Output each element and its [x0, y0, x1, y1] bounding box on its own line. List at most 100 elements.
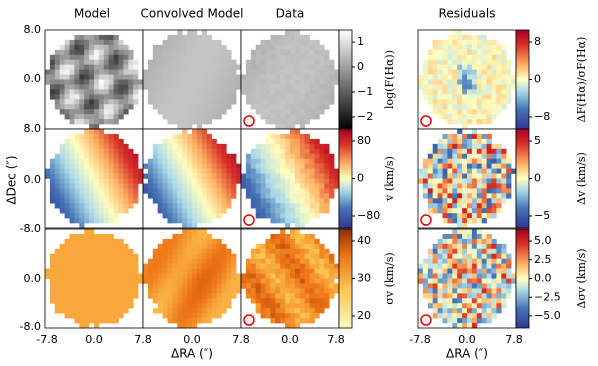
pixel — [452, 159, 457, 164]
pixel — [128, 259, 133, 264]
pixel — [148, 159, 153, 164]
pixel — [123, 179, 128, 184]
pixel — [153, 55, 158, 60]
pixel — [290, 70, 295, 75]
pixel — [197, 249, 202, 254]
pixel — [177, 169, 182, 174]
pixel — [438, 144, 443, 149]
pixel — [492, 84, 497, 89]
pixel — [60, 45, 65, 50]
pixel — [50, 188, 55, 193]
pixel — [295, 94, 300, 99]
pixel — [94, 254, 99, 259]
pixel — [212, 75, 217, 80]
pixel — [457, 244, 462, 249]
pixel — [457, 203, 462, 208]
pixel — [438, 188, 443, 193]
pixel — [70, 149, 75, 154]
pixel — [251, 55, 256, 60]
pixel — [212, 154, 217, 159]
pixel — [270, 60, 275, 65]
pixel — [472, 274, 477, 279]
pixel — [114, 99, 119, 104]
pixel — [310, 259, 315, 264]
pixel — [266, 213, 271, 218]
pixel — [285, 94, 290, 99]
pixel — [94, 119, 99, 124]
pixel — [89, 229, 94, 234]
pixel — [472, 94, 477, 99]
x-tick-label: 0.0 — [85, 333, 103, 346]
pixel — [472, 75, 477, 80]
pixel — [433, 89, 438, 94]
pixel — [457, 80, 462, 85]
pixel — [94, 183, 99, 188]
pixel — [153, 84, 158, 89]
pixel — [133, 89, 138, 94]
pixel — [467, 144, 472, 149]
pixel — [334, 179, 339, 184]
pixel — [168, 269, 173, 274]
pixel — [226, 203, 231, 208]
pixel — [123, 274, 128, 279]
pixel — [217, 254, 222, 259]
pixel — [438, 60, 443, 65]
pixel — [319, 244, 324, 249]
pixel — [285, 264, 290, 269]
pixel — [55, 89, 60, 94]
pixel — [226, 188, 231, 193]
pixel — [89, 94, 94, 99]
pixel — [251, 288, 256, 293]
pixel — [197, 144, 202, 149]
pixel — [447, 283, 452, 288]
pixel — [492, 60, 497, 65]
pixel — [452, 50, 457, 55]
pixel — [128, 283, 133, 288]
pixel — [158, 279, 163, 284]
pixel — [187, 164, 192, 169]
pixel — [60, 179, 65, 184]
pixel — [168, 279, 173, 284]
pixel — [266, 259, 271, 264]
pixel — [158, 99, 163, 104]
pixel — [261, 84, 266, 89]
pixel — [217, 84, 222, 89]
pixel — [452, 119, 457, 124]
pixel — [452, 213, 457, 218]
pixel — [84, 144, 89, 149]
pixel — [65, 188, 70, 193]
pixel — [192, 129, 197, 134]
pixel — [84, 308, 89, 313]
pixel — [310, 60, 315, 65]
pixel — [501, 164, 506, 169]
pixel — [452, 149, 457, 154]
pixel — [114, 293, 119, 298]
pixel — [231, 188, 236, 193]
pixel — [482, 218, 487, 223]
pixel — [266, 154, 271, 159]
pixel — [236, 169, 241, 174]
pixel — [290, 308, 295, 313]
pixel — [315, 213, 320, 218]
pixel — [501, 89, 506, 94]
pixel — [496, 75, 501, 80]
pixel — [467, 244, 472, 249]
pixel — [428, 99, 433, 104]
pixel — [285, 254, 290, 259]
pixel — [94, 134, 99, 139]
pixel — [477, 99, 482, 104]
pixel — [477, 234, 482, 239]
pixel — [315, 279, 320, 284]
pixel — [114, 244, 119, 249]
pixel — [477, 50, 482, 55]
pixel — [266, 99, 271, 104]
pixel — [482, 65, 487, 70]
pixel — [172, 70, 177, 75]
pixel — [94, 50, 99, 55]
pixel — [433, 40, 438, 45]
pixel — [305, 188, 310, 193]
x-tick-label: 7.8 — [232, 333, 250, 346]
pixel — [285, 179, 290, 184]
pixel — [452, 208, 457, 213]
pixel — [452, 30, 457, 35]
